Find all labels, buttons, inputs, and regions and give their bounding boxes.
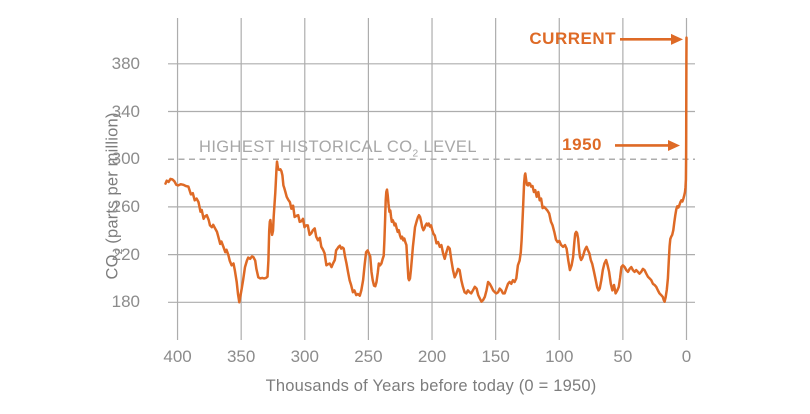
x-axis-title: Thousands of Years before today (0 = 195… xyxy=(265,377,597,395)
x-tick-label: 100 xyxy=(545,347,574,366)
y-tick-label: 340 xyxy=(111,101,140,121)
y-tick-label: 380 xyxy=(111,53,140,73)
x-tick-label: 300 xyxy=(290,347,319,366)
x-tick-label: 50 xyxy=(613,347,633,366)
highest-historical-level-label: HIGHEST HISTORICAL CO2 LEVEL xyxy=(199,138,477,160)
annotation-label-1950: 1950 xyxy=(562,135,602,155)
y-tick-label: 220 xyxy=(111,244,140,264)
arrow-right-icon xyxy=(671,33,683,45)
x-tick-label: 200 xyxy=(417,347,447,366)
x-tick-label: 400 xyxy=(163,347,192,366)
ref-label-post: LEVEL xyxy=(418,138,477,156)
y-tick-label: 180 xyxy=(111,292,140,312)
annotation-label-current: CURRENT xyxy=(529,29,616,49)
x-tick-label: 250 xyxy=(354,347,383,366)
arrow-right-icon xyxy=(668,139,680,151)
co2-line-series xyxy=(164,36,688,304)
y-tick-label: 300 xyxy=(111,149,140,169)
y-tick-label: 260 xyxy=(111,196,140,216)
y-axis-title-post: (parts per million) xyxy=(103,112,122,249)
x-tick-label: 150 xyxy=(481,347,510,366)
x-tick-label: 0 xyxy=(681,347,692,366)
x-tick-label: 350 xyxy=(226,347,256,366)
ref-label-pre: HIGHEST HISTORICAL CO xyxy=(199,138,413,156)
ref-label-subscript: 2 xyxy=(412,148,419,160)
